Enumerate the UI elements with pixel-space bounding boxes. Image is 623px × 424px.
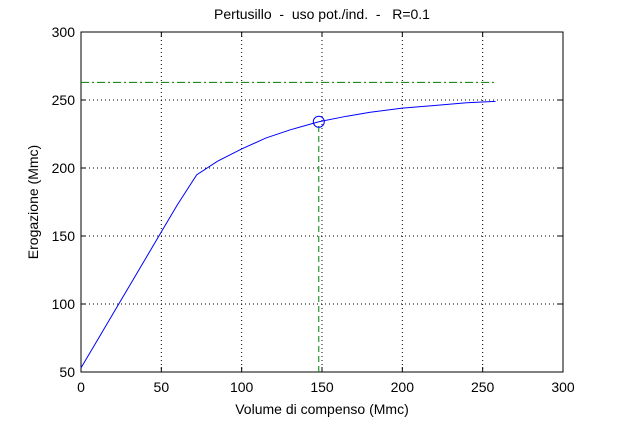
x-tick-label: 250 bbox=[471, 379, 495, 395]
y-tick-label: 50 bbox=[59, 364, 75, 380]
y-tick-label: 100 bbox=[52, 296, 76, 312]
y-tick-label: 150 bbox=[52, 228, 76, 244]
x-tick-label: 100 bbox=[230, 379, 254, 395]
y-tick-label: 250 bbox=[52, 92, 76, 108]
y-tick-label: 300 bbox=[52, 24, 76, 40]
x-tick-label: 200 bbox=[391, 379, 415, 395]
x-tick-label: 300 bbox=[551, 379, 575, 395]
marker bbox=[312, 115, 325, 128]
chart-title: Pertusillo - uso pot./ind. - R=0.1 bbox=[214, 6, 430, 22]
line-series bbox=[80, 100, 496, 369]
x-tick-label: 50 bbox=[154, 379, 170, 395]
x-axis-label: Volume di compenso (Mmc) bbox=[235, 401, 409, 417]
x-tick-label: 0 bbox=[77, 379, 85, 395]
x-tick-label: 150 bbox=[310, 379, 334, 395]
y-tick-label: 200 bbox=[52, 160, 76, 176]
y-axis-label: Erogazione (Mmc) bbox=[25, 145, 41, 259]
